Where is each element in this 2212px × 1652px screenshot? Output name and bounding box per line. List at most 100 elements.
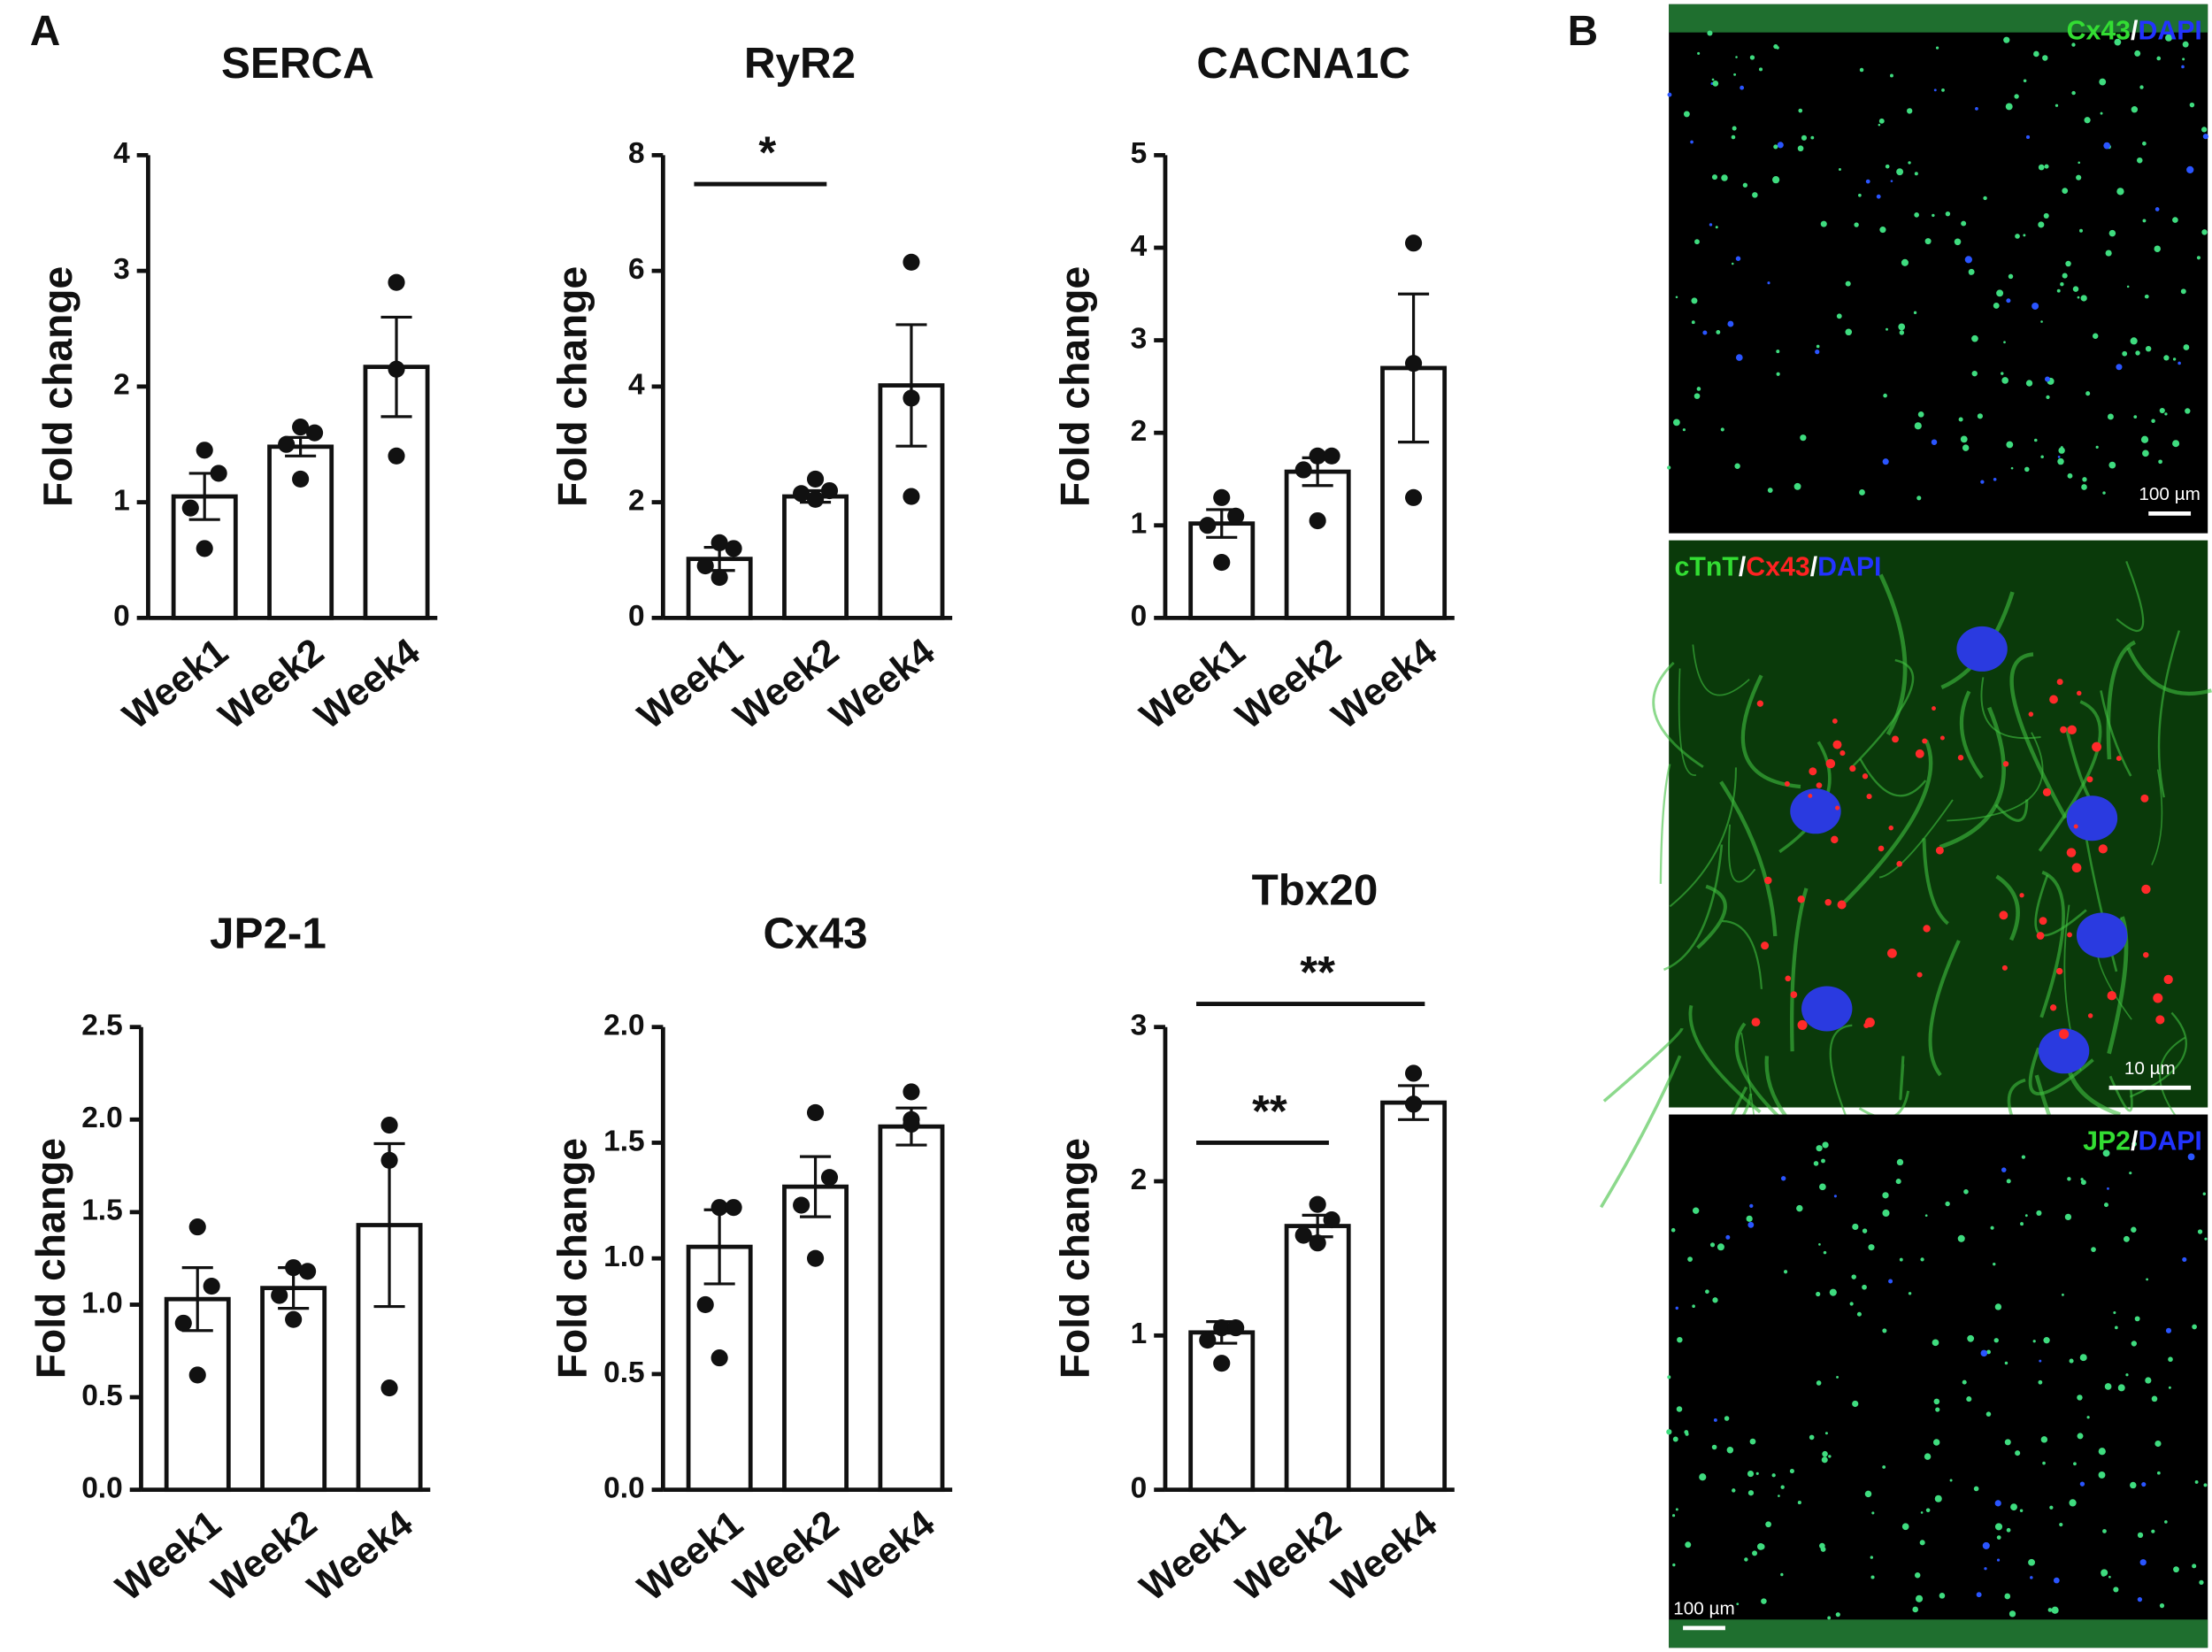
x-tick-label: Week2: [204, 1502, 325, 1610]
speck: [2001, 372, 2004, 375]
speck: [1749, 1438, 1756, 1445]
speck: [1825, 758, 1836, 769]
y-tick-label: 0: [113, 600, 130, 633]
x-tick-label: Week4: [307, 630, 427, 737]
caption-part: /: [2131, 1126, 2139, 1156]
speck: [1816, 1145, 1823, 1152]
speck: [2006, 1527, 2011, 1533]
speck: [1990, 1226, 1994, 1230]
speck: [2067, 473, 2073, 479]
speck: [2001, 1167, 2007, 1172]
speck: [1941, 88, 1945, 92]
speck: [1713, 1418, 1717, 1422]
speck: [1773, 144, 1778, 150]
caption-part: /: [2131, 17, 2139, 46]
speck: [1935, 846, 1944, 855]
speck: [1667, 465, 1671, 470]
speck: [2102, 491, 2106, 495]
data-point: [820, 481, 839, 500]
scale-bar-label: 100 µm: [1673, 1599, 1735, 1619]
speck: [1975, 107, 1978, 111]
speck: [1763, 876, 1772, 885]
fiber: [1939, 706, 2006, 849]
data-point: [188, 1366, 206, 1384]
speck: [1865, 179, 1870, 184]
y-tick-label: 1.0: [603, 1241, 645, 1273]
speck: [1705, 1289, 1709, 1295]
speck: [1732, 126, 1737, 131]
speck: [1835, 805, 1840, 811]
speck: [1797, 145, 1804, 152]
speck: [2069, 1358, 2074, 1364]
bar: [1380, 1100, 1448, 1493]
y-tick-label: 0: [1131, 1471, 1148, 1504]
speck: [1821, 1158, 1825, 1164]
speck: [2154, 245, 2162, 252]
speck: [2077, 690, 2082, 696]
speck: [1756, 700, 1763, 707]
speck: [1691, 297, 1698, 304]
data-point: [806, 470, 825, 488]
y-tick-label: 6: [628, 253, 645, 286]
data-point: [1309, 511, 1326, 530]
speck: [1882, 458, 1889, 465]
significance-label: **: [1252, 1086, 1287, 1136]
speck: [2156, 1471, 2161, 1475]
speck: [2036, 932, 2045, 940]
speck: [2001, 377, 2008, 384]
data-point: [696, 557, 714, 575]
speck: [1919, 1540, 1925, 1546]
speck: [1691, 320, 1695, 325]
speck: [1934, 1494, 1942, 1502]
speck: [1968, 268, 1975, 275]
speck: [1917, 411, 1924, 418]
panel-label: B: [1568, 8, 1599, 55]
speck: [1823, 1250, 1827, 1255]
speck: [2172, 357, 2177, 361]
speck: [1749, 1203, 1754, 1209]
data-point: [902, 1083, 920, 1101]
speck: [2102, 1149, 2110, 1157]
speck: [1731, 262, 1734, 265]
speck: [2006, 1179, 2011, 1184]
speck: [1994, 1303, 2002, 1310]
speck: [1751, 1018, 1761, 1027]
fiber: [2116, 560, 2145, 633]
speck: [2038, 221, 2045, 228]
speck: [2042, 1461, 2046, 1465]
speck: [2073, 1462, 2077, 1466]
speck: [2091, 1247, 2096, 1253]
speck: [2085, 391, 2091, 396]
fiber: [1688, 1004, 1762, 1114]
speck: [1742, 182, 1748, 188]
speck: [1949, 1479, 1953, 1482]
speck: [1789, 1468, 1794, 1474]
data-point: [285, 1310, 303, 1328]
speck: [2192, 1324, 2197, 1330]
speck: [1916, 972, 1923, 978]
speck: [1920, 1511, 1924, 1514]
y-tick-label: 4: [1131, 230, 1148, 263]
speck: [2008, 1610, 2016, 1617]
speck: [2080, 295, 2087, 302]
speck: [2151, 1529, 2155, 1533]
speck: [1939, 1593, 1946, 1599]
speck: [1849, 765, 1856, 772]
speck: [1980, 1349, 1988, 1357]
y-tick-label: 2: [1131, 415, 1148, 448]
speck: [1922, 738, 1928, 744]
speck: [2060, 726, 2067, 734]
speck: [1999, 911, 2008, 920]
y-axis-label: Fold change: [1051, 1138, 1097, 1379]
speck: [1901, 258, 1909, 266]
speck: [1707, 30, 1713, 36]
fiber: [1659, 764, 1671, 884]
chart-title: Tbx20: [1252, 865, 1379, 914]
speck: [2056, 288, 2061, 293]
speck: [1675, 1306, 1678, 1310]
fiber: [1859, 758, 1927, 797]
speck: [2105, 250, 2112, 257]
data-point: [380, 1116, 398, 1134]
speck: [2098, 1471, 2106, 1479]
speck: [2032, 303, 2039, 310]
